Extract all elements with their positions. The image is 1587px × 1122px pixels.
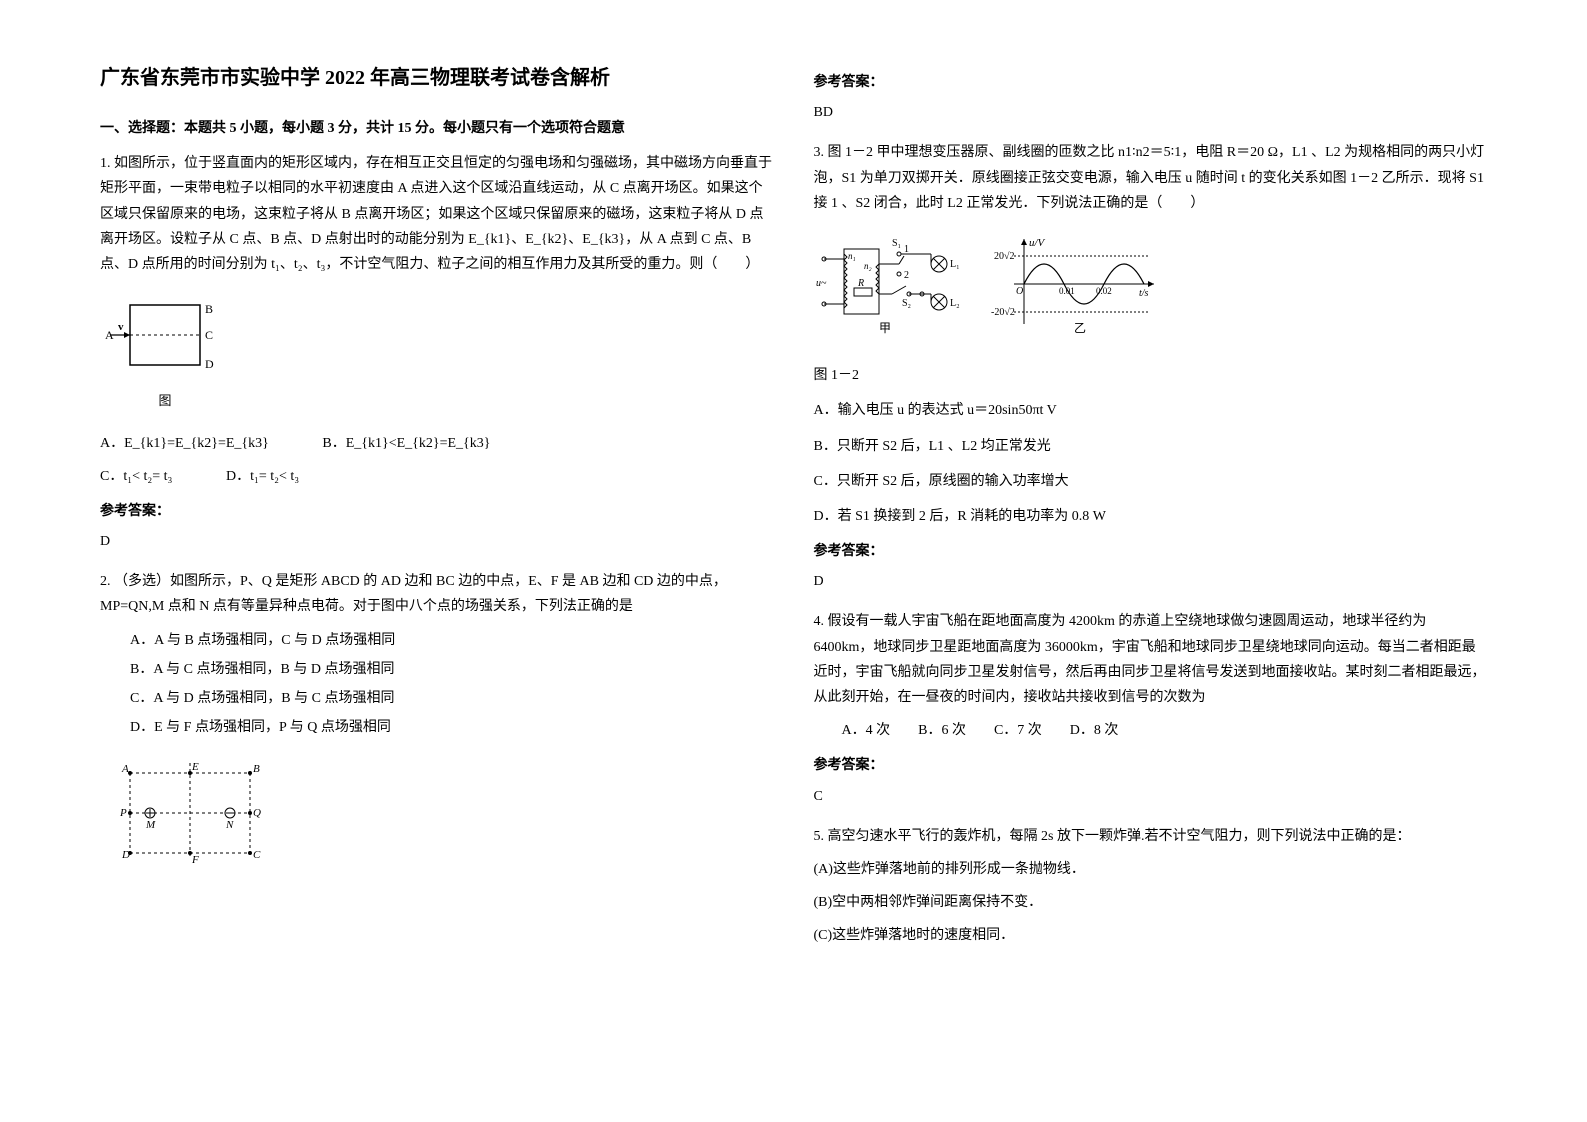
q1-optD: D．t₁= t₂< t₃ — [226, 469, 299, 484]
uV-label: u/V — [1029, 237, 1046, 249]
q3-optC: C．只断开 S2 后，原线圈的输入功率增大 — [814, 469, 1488, 494]
exam-title: 广东省东莞市市实验中学 2022 年高三物理联考试卷含解析 — [100, 60, 774, 96]
q1-optA: A．E_{k1}=E_{k2}=E_{k3} — [100, 436, 269, 451]
q2-optB: B．A 与 C 点场强相同，B 与 D 点场强相同 — [130, 657, 774, 682]
q4-answer: C — [814, 784, 1488, 809]
S2-label: S₂ — [902, 298, 911, 309]
lblQ: Q — [253, 807, 261, 819]
q2-optA: A．A 与 B 点场强相同，C 与 D 点场强相同 — [130, 628, 774, 653]
q3-answer: D — [814, 569, 1488, 594]
q3-optB: B．只断开 S2 后，L1 、L2 均正常发光 — [814, 434, 1488, 459]
label-B: B — [205, 302, 213, 316]
label-D: D — [205, 357, 214, 371]
question-3: 3. 图 1－2 甲中理想变压器原、副线圈的匝数之比 n1∶n2＝5∶1，电阻 … — [814, 140, 1488, 594]
q2-diagram: A B C D E F P Q M N — [100, 758, 280, 868]
lblF: F — [191, 854, 199, 866]
right-column: 参考答案： BD 3. 图 1－2 甲中理想变压器原、副线圈的匝数之比 n1∶n… — [794, 60, 1508, 1082]
label-C: C — [205, 328, 213, 342]
lblE: E — [191, 761, 199, 773]
lblD: D — [121, 849, 130, 861]
lblA: A — [121, 763, 129, 775]
section-heading: 一、选择题：本题共 5 小题，每小题 3 分，共计 15 分。每小题只有一个选项… — [100, 116, 774, 141]
yi-label: 乙 — [1074, 321, 1086, 335]
q3-answer-label: 参考答案： — [814, 539, 1488, 564]
n2-label: n₂ — [864, 261, 872, 271]
q1-figure-label: 图 — [100, 389, 230, 412]
q2-answer-label: 参考答案： — [814, 70, 1488, 95]
x1-label: 0.01 — [1059, 286, 1075, 296]
q2-figure: A B C D E F P Q M N — [100, 758, 280, 868]
one-label: 1 — [904, 244, 909, 255]
y1-label: 20√2 — [994, 251, 1015, 262]
q5-optB: (B)空中两相邻炸弹间距离保持不变． — [814, 890, 1488, 915]
L2-label: L₂ — [950, 298, 960, 309]
n1-label: n₁ — [848, 251, 856, 261]
y2-label: -20√2 — [991, 307, 1015, 318]
x2-label: 0.02 — [1096, 286, 1112, 296]
q1-figure: A v B C D 图 — [100, 295, 230, 412]
q2-options: A．A 与 B 点场强相同，C 与 D 点场强相同 B．A 与 C 点场强相同，… — [130, 628, 774, 741]
q1-text: 1. 如图所示，位于竖直面内的矩形区域内，存在相互正交且恒定的匀强电场和匀强磁场… — [100, 151, 774, 277]
q4-opts: A．4 次 B．6 次 C．7 次 D．8 次 — [814, 718, 1488, 743]
exam-page: 广东省东莞市市实验中学 2022 年高三物理联考试卷含解析 一、选择题：本题共 … — [0, 0, 1587, 1122]
label-A: A — [105, 328, 114, 342]
jia-label: 甲 — [879, 321, 891, 335]
lblP: P — [119, 807, 127, 819]
lblC: C — [253, 849, 261, 861]
q1-answer: D — [100, 529, 774, 554]
q4-answer-label: 参考答案： — [814, 753, 1488, 778]
q1-optC: C．t₁< t₂= t₃ — [100, 469, 172, 484]
q1-diagram: A v B C D — [100, 295, 230, 385]
lblM: M — [145, 819, 156, 831]
q1-options-row2: C．t₁< t₂= t₃ D．t₁= t₂< t₃ — [100, 464, 774, 489]
q3-optD: D．若 S1 换接到 2 后，R 消耗的电功率为 0.8 W — [814, 504, 1488, 529]
q3-figure-label: 图 1－2 — [814, 363, 1488, 388]
two-label: 2 — [904, 270, 909, 281]
q2-optD: D．E 与 F 点场强相同，P 与 Q 点场强相同 — [130, 715, 774, 740]
q3-figure: u~ n₁ n₂ R S₁ 1 2 — [814, 234, 1174, 344]
L1-label: L₁ — [950, 259, 960, 270]
left-column: 广东省东莞市市实验中学 2022 年高三物理联考试卷含解析 一、选择题：本题共 … — [80, 60, 794, 1082]
q2-text: 2. （多选）如图所示，P、Q 是矩形 ABCD 的 AD 边和 BC 边的中点… — [100, 569, 774, 619]
q5-optC: (C)这些炸弹落地时的速度相同． — [814, 923, 1488, 948]
q4-text: 4. 假设有一载人宇宙飞船在距地面高度为 4200km 的赤道上空绕地球做匀速圆… — [814, 609, 1488, 710]
R-label: R — [857, 278, 864, 289]
q1-answer-label: 参考答案： — [100, 499, 774, 524]
question-5: 5. 高空匀速水平飞行的轰炸机，每隔 2s 放下一颗炸弹.若不计空气阻力，则下列… — [814, 824, 1488, 949]
question-2: 2. （多选）如图所示，P、Q 是矩形 ABCD 的 AD 边和 BC 边的中点… — [100, 569, 774, 887]
question-1: 1. 如图所示，位于竖直面内的矩形区域内，存在相互正交且恒定的匀强电场和匀强磁场… — [100, 151, 774, 554]
q3-optA: A．输入电压 u 的表达式 u＝20sin50πt V — [814, 398, 1488, 423]
q2-optC: C．A 与 D 点场强相同，B 与 C 点场强相同 — [130, 686, 774, 711]
t-label: t/s — [1139, 288, 1149, 299]
question-4: 4. 假设有一载人宇宙飞船在距地面高度为 4200km 的赤道上空绕地球做匀速圆… — [814, 609, 1488, 808]
q1-options-row1: A．E_{k1}=E_{k2}=E_{k3} B．E_{k1}<E_{k2}=E… — [100, 431, 774, 456]
u-label: u~ — [816, 278, 827, 289]
S1-label: S₁ — [892, 238, 901, 249]
O-label: O — [1016, 286, 1023, 297]
label-v: v — [118, 321, 124, 333]
q5-text: 5. 高空匀速水平飞行的轰炸机，每隔 2s 放下一颗炸弹.若不计空气阻力，则下列… — [814, 824, 1488, 849]
lblB: B — [253, 763, 260, 775]
q3-diagram: u~ n₁ n₂ R S₁ 1 2 — [814, 234, 1174, 344]
lblN: N — [225, 819, 234, 831]
q3-text: 3. 图 1－2 甲中理想变压器原、副线圈的匝数之比 n1∶n2＝5∶1，电阻 … — [814, 140, 1488, 216]
q2-answer: BD — [814, 100, 1488, 125]
q5-optA: (A)这些炸弹落地前的排列形成一条抛物线． — [814, 857, 1488, 882]
q1-optB: B．E_{k1}<E_{k2}=E_{k3} — [322, 436, 490, 451]
